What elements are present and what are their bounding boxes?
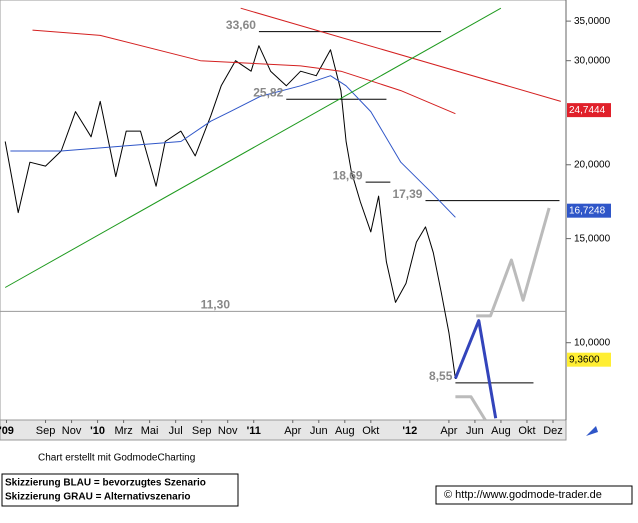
price-label: 16,7248 xyxy=(569,205,606,216)
plot-group xyxy=(0,7,566,420)
x-tick-label: Nov xyxy=(218,425,238,437)
level-label: 18,69 xyxy=(333,168,363,182)
series-line xyxy=(476,207,551,318)
x-tick-label: '12 xyxy=(402,425,417,437)
legend-blue: Skizzierung BLAU = bevorzugtes Szenario xyxy=(5,478,206,489)
x-axis-band xyxy=(0,419,567,441)
x-tick-label: '09 xyxy=(0,425,14,437)
price-label: 9,3600 xyxy=(569,354,600,365)
x-tick-label: Mai xyxy=(141,425,159,437)
x-tick-label: Nov xyxy=(62,425,82,437)
x-tick-label: Mrz xyxy=(114,425,132,437)
credit: Chart erstellt mit GodmodeCharting xyxy=(38,453,195,464)
x-tick-label: Jun xyxy=(466,425,484,437)
x-tick-label: Aug xyxy=(335,425,355,437)
y-tick-label: 15,0000 xyxy=(574,233,611,244)
x-tick-label: Apr xyxy=(440,425,457,437)
x-tick-label: Jun xyxy=(310,425,328,437)
series-line xyxy=(240,7,561,102)
level-label: 17,39 xyxy=(392,187,422,201)
legend-gray: Skizzierung GRAU = Alternativszenario xyxy=(5,492,191,503)
series-line xyxy=(32,29,456,115)
level-label: 33,60 xyxy=(226,18,256,32)
x-tick-label: Apr xyxy=(284,425,301,437)
price-box xyxy=(567,103,611,118)
tool-icon xyxy=(586,426,598,436)
x-tick-label: Jul xyxy=(169,425,183,437)
x-tick-label: Aug xyxy=(491,425,511,437)
series-line xyxy=(454,319,498,419)
y-tick-label: 10,0000 xyxy=(574,337,611,348)
price-box xyxy=(567,203,611,218)
legend-box xyxy=(1,473,239,507)
x-tick-label: Sep xyxy=(36,425,56,437)
x-tick-label: Sep xyxy=(192,425,212,437)
level-label: 11,30 xyxy=(201,298,231,312)
y-tick-label: 20,0000 xyxy=(574,159,611,170)
x-tick-label: '10 xyxy=(90,425,105,437)
price-label: 24,7444 xyxy=(569,105,606,116)
y-tick-label: 35,0000 xyxy=(574,16,611,27)
series-line xyxy=(4,7,502,288)
x-tick-label: Okt xyxy=(362,425,379,437)
series-line xyxy=(10,75,456,218)
x-tick-label: '11 xyxy=(247,425,261,437)
link-box xyxy=(435,485,633,505)
level-label: 8,55 xyxy=(429,369,453,383)
level-label: 25,82 xyxy=(253,85,283,99)
series-line xyxy=(455,395,487,420)
y-tick-label: 30,0000 xyxy=(574,55,611,66)
price-box xyxy=(567,352,611,367)
x-tick-label: Dez xyxy=(543,425,563,437)
plot-area xyxy=(0,0,567,421)
link[interactable]: © http://www.godmode-trader.de xyxy=(444,489,602,501)
series-line xyxy=(4,45,462,379)
x-tick-label: Okt xyxy=(518,425,535,437)
